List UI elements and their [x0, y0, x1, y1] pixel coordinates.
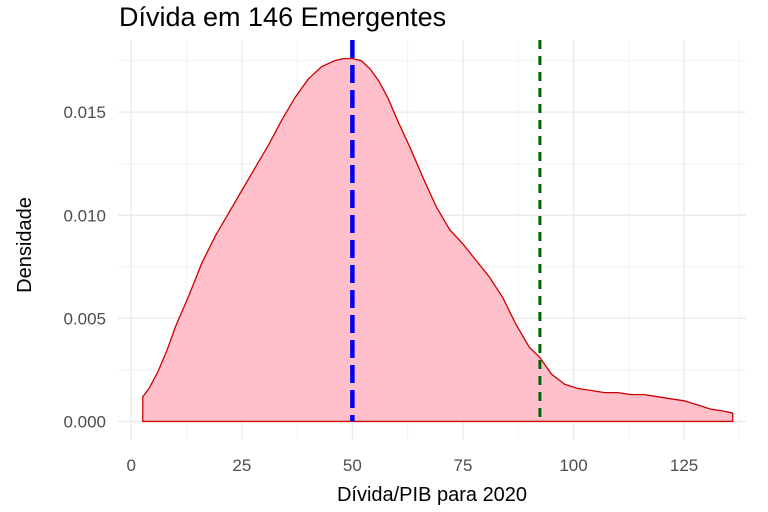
x-axis-title: Dívida/PIB para 2020	[337, 484, 527, 506]
x-axis: 0 25 50 75 100 125	[127, 456, 699, 475]
y-axis-title: Densidade	[14, 197, 36, 293]
x-tick-label: 100	[559, 456, 587, 475]
y-tick-label: 0.000	[63, 412, 106, 431]
reference-lines	[350, 40, 542, 422]
y-tick-label: 0.005	[63, 309, 106, 328]
x-tick-label: 125	[670, 456, 698, 475]
y-axis: 0.000 0.005 0.010 0.015	[63, 103, 106, 431]
x-tick-label: 50	[343, 456, 362, 475]
x-tick-label: 0	[127, 456, 136, 475]
chart-title: Dívida em 146 Emergentes	[119, 2, 447, 32]
plot-area	[142, 57, 734, 423]
y-tick-label: 0.015	[63, 103, 106, 122]
density-area	[142, 57, 734, 423]
x-tick-label: 75	[453, 456, 472, 475]
x-tick-label: 25	[232, 456, 251, 475]
y-tick-label: 0.010	[63, 206, 106, 225]
